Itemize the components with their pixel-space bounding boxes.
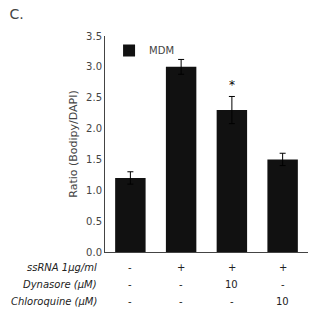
- svg-text:+: +: [228, 262, 236, 273]
- svg-text:MDM: MDM: [149, 45, 174, 56]
- svg-text:+: +: [177, 262, 185, 273]
- svg-text:3.5: 3.5: [86, 31, 102, 42]
- svg-text:Ratio (Bodipy/DAPI): Ratio (Bodipy/DAPI): [67, 90, 80, 198]
- svg-text:2.0: 2.0: [86, 123, 102, 134]
- svg-text:-: -: [230, 296, 234, 307]
- svg-text:10: 10: [276, 296, 289, 307]
- svg-text:10: 10: [225, 279, 238, 290]
- svg-text:*: *: [229, 78, 235, 92]
- svg-text:C.: C.: [10, 6, 24, 22]
- svg-text:3.0: 3.0: [86, 61, 102, 72]
- svg-text:1.5: 1.5: [86, 154, 102, 165]
- svg-text:Dynasore (μM): Dynasore (μM): [23, 279, 97, 290]
- svg-text:2.5: 2.5: [86, 92, 102, 103]
- svg-text:Chloroquine (μM): Chloroquine (μM): [11, 296, 97, 307]
- svg-text:-: -: [128, 262, 132, 273]
- svg-text:ssRNA 1μg/ml: ssRNA 1μg/ml: [27, 262, 97, 273]
- svg-text:-: -: [128, 296, 132, 307]
- svg-text:-: -: [179, 296, 183, 307]
- svg-text:0.0: 0.0: [86, 247, 102, 258]
- svg-text:0.5: 0.5: [86, 216, 102, 227]
- svg-text:1.0: 1.0: [86, 185, 102, 196]
- svg-text:-: -: [281, 279, 285, 290]
- svg-text:-: -: [179, 279, 183, 290]
- svg-text:+: +: [279, 262, 287, 273]
- svg-text:-: -: [128, 279, 132, 290]
